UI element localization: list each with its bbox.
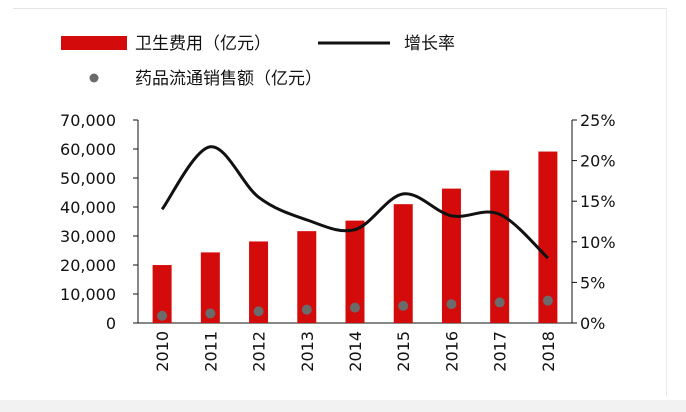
bar — [152, 265, 172, 323]
x-tick-label: 2013 — [298, 331, 317, 372]
bar — [345, 220, 365, 323]
left-tick-label: 40,000 — [60, 198, 116, 217]
bar — [538, 151, 558, 323]
right-tick-label: 20% — [580, 152, 616, 171]
line-series — [160, 145, 549, 260]
scatter-point — [253, 306, 264, 317]
legend-dot-label: 药品流通销售额（亿元） — [135, 69, 322, 89]
left-tick-label: 60,000 — [60, 140, 116, 159]
left-tick-label: 30,000 — [60, 227, 116, 246]
bottom-strip — [0, 400, 686, 412]
legend-bar-label: 卫生费用（亿元） — [135, 34, 271, 54]
left-tick-label: 20,000 — [60, 256, 116, 275]
bar — [393, 204, 413, 323]
growth-rate-line — [160, 145, 549, 260]
bar — [200, 252, 220, 323]
x-tick-label: 2010 — [153, 331, 172, 372]
scatter-point — [205, 308, 216, 319]
left-tick-label: 0 — [106, 314, 116, 333]
bar — [297, 231, 317, 323]
right-tick-label: 15% — [580, 192, 616, 211]
left-tick-label: 10,000 — [60, 285, 116, 304]
legend-dot-swatch — [89, 73, 99, 83]
scatter-point — [157, 310, 168, 321]
chart-frame — [13, 8, 667, 396]
scatter-point — [350, 302, 360, 313]
legend-line-label: 增长率 — [404, 34, 455, 54]
bar-series — [152, 151, 558, 323]
scatter-point — [542, 295, 553, 306]
right-axis-ticks: 0% 5% 10% 15% 20% 25% — [572, 111, 616, 333]
scatter-point — [398, 300, 409, 311]
scatter-series — [157, 295, 553, 321]
right-tick-label: 10% — [580, 233, 616, 252]
scatter-point — [446, 299, 457, 310]
left-tick-label: 50,000 — [60, 169, 116, 188]
x-axis-labels: 2010 2011 2012 2013 2014 2015 2016 2017 2018 — [153, 331, 558, 372]
bar — [249, 241, 269, 323]
legend: 卫生费用（亿元） 增长率 药品流通销售额（亿元） — [61, 34, 455, 89]
right-tick-label: 0% — [580, 314, 605, 333]
x-tick-label: 2018 — [539, 331, 558, 372]
scatter-point — [301, 304, 312, 315]
x-tick-label: 2015 — [394, 331, 413, 372]
x-tick-label: 2016 — [442, 331, 461, 372]
x-tick-label: 2012 — [250, 331, 269, 372]
scatter-point — [494, 297, 505, 308]
bar — [441, 188, 461, 323]
bar — [490, 170, 510, 323]
x-tick-label: 2017 — [491, 331, 510, 372]
left-tick-label: 70,000 — [60, 111, 116, 130]
x-tick-label: 2011 — [201, 331, 220, 372]
right-tick-label: 5% — [580, 273, 605, 292]
legend-bar-swatch — [61, 36, 127, 50]
right-tick-label: 25% — [580, 111, 616, 130]
left-axis-ticks: 0 10,000 20,000 30,000 40,000 50,000 60,000 70,… — [60, 111, 138, 333]
x-tick-label: 2014 — [346, 331, 365, 372]
